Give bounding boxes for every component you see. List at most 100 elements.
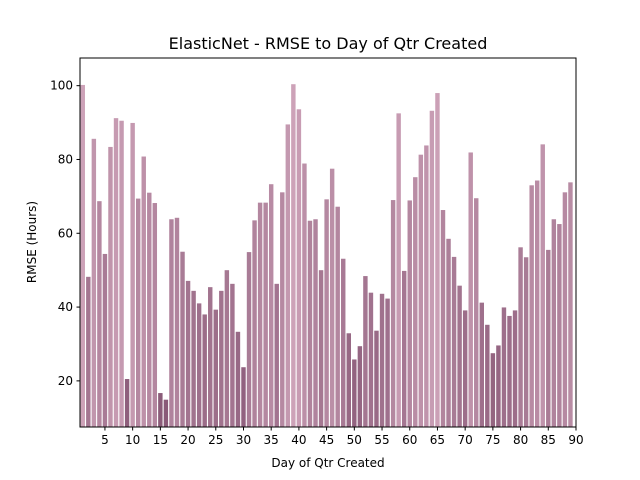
bar-day-29: [235, 331, 241, 427]
bar-day-82: [529, 185, 534, 427]
x-tick-label: 35: [264, 433, 279, 447]
bar-day-80: [518, 247, 523, 427]
bar-day-76: [496, 345, 501, 427]
x-tick-label: 45: [319, 433, 334, 447]
bar-day-83: [534, 180, 540, 427]
x-tick-label: 65: [430, 433, 445, 447]
bar-day-31: [246, 252, 252, 427]
x-tick-label: 5: [101, 433, 109, 447]
x-tick-label: 50: [347, 433, 362, 447]
bar-day-58: [396, 113, 401, 427]
x-axis-ticks: 5 10 15 20 25 30 35 40 45 50 55 60 65 70 75 80 85 90: [101, 427, 584, 447]
y-axis-label: RMSE (Hours): [25, 201, 39, 283]
bar-day-69: [457, 285, 462, 427]
bar-day-35: [268, 184, 274, 427]
bar-day-15: [158, 393, 163, 427]
bar-day-17: [169, 219, 174, 427]
bar-day-10: [130, 122, 135, 427]
bar-day-73: [479, 302, 484, 427]
bar-day-28: [230, 283, 235, 427]
x-tick-label: 80: [513, 433, 528, 447]
bar-day-89: [568, 182, 573, 427]
bar-day-84: [540, 144, 545, 427]
bar-day-56: [385, 298, 390, 427]
bar-day-13: [147, 192, 152, 427]
bar-day-20: [185, 280, 191, 427]
y-tick-label: 20: [58, 374, 73, 388]
x-tick-label: 25: [208, 433, 223, 447]
x-tick-label: 90: [568, 433, 583, 447]
x-tick-label: 10: [125, 433, 140, 447]
bar-day-63: [424, 145, 429, 427]
bar-day-72: [474, 198, 479, 427]
bar-day-88: [562, 192, 568, 427]
bar-day-27: [224, 270, 230, 427]
bar-day-22: [196, 303, 202, 427]
bar-day-59: [401, 270, 407, 427]
bar-day-66: [440, 210, 446, 427]
x-tick-label: 70: [458, 433, 473, 447]
bar-day-81: [523, 257, 529, 427]
bar-day-65: [435, 93, 440, 427]
bar-day-25: [213, 309, 218, 427]
bar-day-74: [485, 324, 490, 427]
bar-day-4: [97, 201, 102, 427]
bar-day-14: [152, 203, 158, 427]
x-tick-label: 75: [485, 433, 500, 447]
bar-day-41: [302, 163, 307, 427]
bar-day-43: [313, 219, 318, 427]
bar-day-6: [108, 146, 113, 427]
bar-day-78: [507, 315, 512, 427]
bar-day-53: [368, 292, 374, 427]
bar-day-70: [462, 310, 468, 427]
bar-day-32: [252, 220, 257, 427]
bar-day-54: [374, 330, 379, 427]
x-axis-label: Day of Qtr Created: [271, 456, 384, 470]
bar-day-5: [102, 253, 108, 427]
bar-day-7: [113, 118, 119, 428]
y-tick-label: 100: [50, 79, 73, 93]
bar-day-68: [451, 256, 457, 427]
bar-day-50: [352, 359, 357, 427]
bar-day-71: [468, 152, 473, 427]
x-tick-label: 15: [153, 433, 168, 447]
bar-day-33: [257, 202, 263, 427]
bar-day-21: [191, 290, 196, 427]
bar-day-75: [490, 353, 496, 427]
bar-day-38: [285, 124, 291, 428]
bar-day-8: [119, 120, 124, 427]
bar-day-2: [86, 276, 91, 427]
bar-day-49: [346, 333, 351, 427]
bar-day-64: [429, 110, 435, 428]
x-tick-label: 60: [402, 433, 417, 447]
bar-day-11: [135, 198, 141, 427]
bar-day-67: [446, 238, 451, 427]
bar-day-24: [208, 287, 213, 427]
bar-day-48: [341, 258, 346, 427]
bar-day-87: [557, 224, 562, 427]
bar-day-3: [91, 138, 97, 427]
bar-day-40: [296, 109, 302, 427]
x-tick-label: 85: [541, 433, 556, 447]
bar-day-77: [501, 307, 507, 427]
bar-day-36: [274, 283, 279, 427]
bar-day-52: [363, 276, 368, 427]
bar-day-61: [413, 177, 418, 427]
bar-day-47: [335, 206, 340, 427]
y-tick-label: 80: [58, 152, 73, 166]
bar-day-26: [219, 290, 224, 427]
bar-day-39: [291, 84, 296, 427]
bar-day-9: [124, 379, 130, 427]
bar-day-60: [407, 200, 412, 427]
bar-day-30: [241, 367, 246, 427]
bar-day-86: [551, 219, 557, 427]
plot-frame: [79, 57, 577, 428]
bar-day-18: [174, 217, 180, 427]
bar-day-62: [418, 154, 424, 427]
bar-day-34: [263, 202, 268, 427]
x-tick-label: 30: [236, 433, 251, 447]
bar-day-37: [280, 192, 285, 427]
bar-day-1: [80, 84, 85, 427]
bar-day-51: [357, 346, 363, 427]
bar-day-19: [180, 251, 185, 427]
